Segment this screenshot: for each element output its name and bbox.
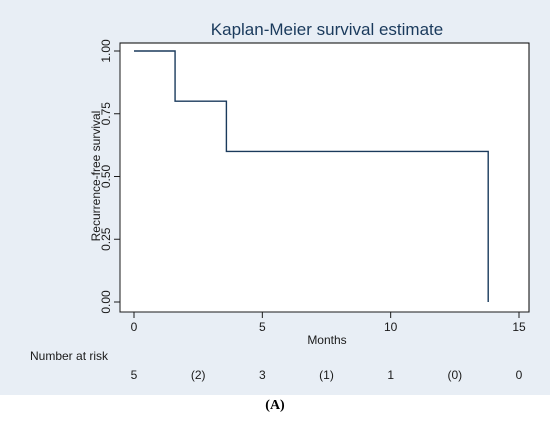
y-axis-label: Recurrence-free survival xyxy=(89,111,103,242)
number-at-risk-value: 0 xyxy=(516,368,523,382)
x-axis-label: Months xyxy=(307,333,346,347)
plot-area xyxy=(119,42,530,313)
number-at-risk-label: Number at risk xyxy=(30,349,109,363)
x-tick-label: 10 xyxy=(384,320,398,334)
y-tick-label: 1.00 xyxy=(99,39,113,63)
number-at-risk-value: (0) xyxy=(447,368,462,382)
km-survival-curve xyxy=(134,50,489,302)
number-at-risk-value: 3 xyxy=(259,368,266,382)
number-at-risk-value: 1 xyxy=(387,368,394,382)
x-axis: 0 5 10 15 xyxy=(120,311,529,334)
number-at-risk-row: 5 (2) 3 (1) 1 (0) 0 xyxy=(131,368,523,382)
chart-title: Kaplan-Meier survival estimate xyxy=(211,20,443,39)
number-at-risk-value: (2) xyxy=(191,368,206,382)
x-tick-label: 0 xyxy=(131,320,138,334)
y-tick-label: 0.75 xyxy=(99,102,113,126)
number-at-risk-value: 5 xyxy=(131,368,138,382)
y-tick-label: 0.00 xyxy=(99,290,113,314)
y-tick-label: 0.50 xyxy=(99,164,113,188)
number-at-risk-value: (1) xyxy=(319,368,334,382)
figure-caption: (A) xyxy=(265,398,285,413)
x-tick-label: 5 xyxy=(259,320,266,334)
y-axis: 0.00 0.25 0.50 0.75 1.00 xyxy=(99,39,121,314)
y-tick-label: 0.25 xyxy=(99,227,113,251)
x-tick-label: 15 xyxy=(512,320,526,334)
